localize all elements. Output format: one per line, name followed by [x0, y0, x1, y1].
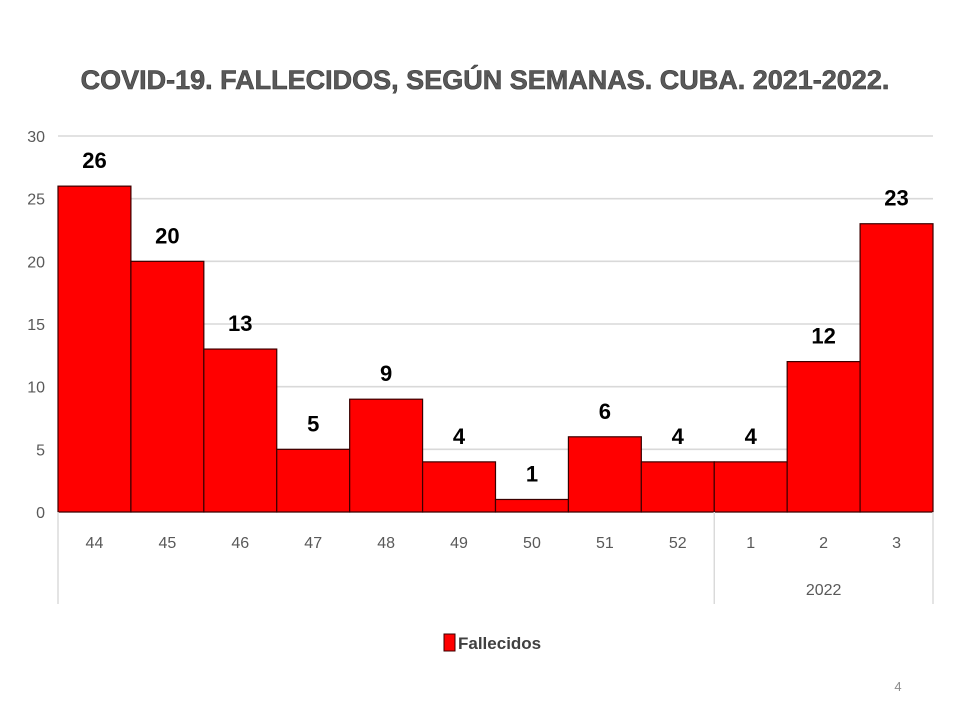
x-tick-label: 46: [231, 535, 249, 552]
data-label: 6: [599, 399, 611, 424]
bar: [130, 260, 205, 513]
data-label: 26: [82, 148, 106, 173]
data-label: 5: [307, 411, 319, 436]
x-tick-label: 52: [669, 535, 687, 552]
legend-label: Fallecidos: [458, 634, 541, 653]
bar: [713, 461, 788, 513]
x-tick-label: 47: [304, 535, 322, 552]
x-tick-label: 49: [450, 535, 468, 552]
data-label: 4: [672, 424, 685, 449]
x-tick-label: 51: [596, 535, 614, 552]
x-tick-label: 45: [158, 535, 176, 552]
x-tick-label: 48: [377, 535, 395, 552]
data-label: 4: [745, 424, 758, 449]
data-label: 4: [453, 424, 466, 449]
legend-swatch: [443, 633, 456, 652]
y-tick-label: 15: [27, 317, 45, 334]
chart-title: COVID-19. FALLECIDOS, SEGÚN SEMANAS. CUB…: [81, 64, 890, 95]
legend: Fallecidos: [443, 633, 541, 653]
data-labels: 26 20 13 5 9 4 1 6 4 4 12 23: [82, 148, 909, 486]
y-axis: 0 5 10 15 20 25 30: [27, 129, 45, 522]
x-tick-label: 1: [746, 535, 755, 552]
x-tick-label: 2: [819, 535, 828, 552]
y-tick-label: 0: [36, 505, 45, 522]
y-tick-label: 25: [27, 192, 45, 209]
bar: [567, 436, 642, 513]
y-tick-label: 10: [27, 380, 45, 397]
x-axis: 44 45 46 47 48 49 50 51 52 1 2 3 2022: [57, 512, 934, 604]
x-tick-label: 3: [892, 535, 901, 552]
page-number: 4: [894, 679, 901, 694]
y-tick-label: 30: [27, 129, 45, 146]
x-tick-label: 44: [86, 535, 104, 552]
bar: [494, 498, 570, 513]
bar: [203, 348, 278, 513]
bar: [276, 448, 351, 513]
y-tick-label: 20: [27, 254, 45, 271]
data-label: 20: [155, 223, 179, 248]
bar: [57, 185, 132, 513]
data-label: 1: [526, 461, 538, 486]
bar: [640, 461, 715, 513]
x-tick-label: 50: [523, 535, 541, 552]
data-label: 12: [811, 324, 835, 349]
y-tick-label: 5: [36, 442, 45, 459]
data-label: 13: [228, 311, 252, 336]
bar: [421, 461, 497, 513]
bar: [349, 398, 424, 513]
bar: [786, 361, 861, 513]
bar: [859, 223, 934, 513]
bars: [57, 185, 934, 513]
x-group-label: 2022: [806, 582, 842, 599]
data-label: 23: [884, 186, 908, 211]
data-label: 9: [380, 361, 392, 386]
